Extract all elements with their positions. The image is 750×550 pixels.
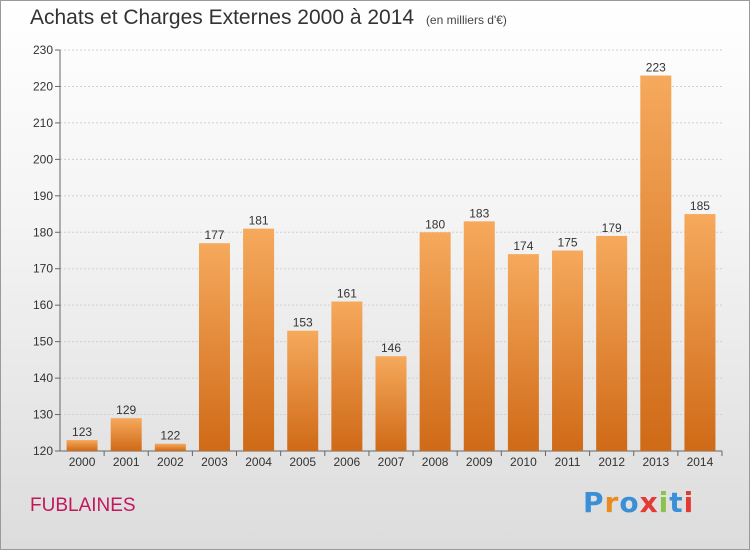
y-tick-label: 120 xyxy=(33,444,53,458)
bar-2006 xyxy=(331,301,363,451)
y-tick-label: 190 xyxy=(33,189,53,203)
x-tick-label-2001: 2001 xyxy=(113,455,140,469)
y-tick-label: 180 xyxy=(33,225,53,239)
y-tick-label: 200 xyxy=(33,152,53,166)
data-label-2002: 122 xyxy=(160,429,180,443)
y-tick-label: 140 xyxy=(33,371,53,385)
bar-2008 xyxy=(419,232,451,451)
data-label-2007: 146 xyxy=(381,341,401,355)
bar-2000 xyxy=(66,440,98,451)
bar-2002 xyxy=(154,443,186,451)
bar-2013 xyxy=(640,75,672,451)
data-label-2003: 177 xyxy=(204,228,224,242)
data-label-2001: 129 xyxy=(116,403,136,417)
data-label-2011: 175 xyxy=(558,236,578,250)
bar-2004 xyxy=(243,228,275,451)
y-tick-label: 130 xyxy=(33,408,53,422)
logo-letter: t xyxy=(669,486,684,519)
logo-letter: x xyxy=(639,486,659,519)
x-tick-label-2003: 2003 xyxy=(201,455,228,469)
x-tick-label-2010: 2010 xyxy=(510,455,537,469)
x-tick-label-2006: 2006 xyxy=(334,455,361,469)
data-label-2004: 181 xyxy=(249,214,269,228)
bar-2011 xyxy=(552,250,584,451)
logo-letter: i xyxy=(658,486,670,519)
x-tick-label-2009: 2009 xyxy=(466,455,493,469)
bar-2009 xyxy=(463,221,495,451)
chart-title: Achats et Charges Externes 2000 à 2014 (… xyxy=(30,6,507,30)
data-label-2012: 179 xyxy=(602,221,622,235)
location-name: FUBLAINES xyxy=(30,495,136,516)
x-tick-label-2013: 2013 xyxy=(642,455,669,469)
x-tick-label-2000: 2000 xyxy=(69,455,96,469)
y-tick-label: 170 xyxy=(33,262,53,276)
data-label-2014: 185 xyxy=(690,199,710,213)
y-tick-label: 230 xyxy=(33,43,53,57)
y-tick-label: 220 xyxy=(33,79,53,93)
labels: 120 130 140 150 160 170 180 190 200 210 220 230 123 2… xyxy=(33,43,714,469)
bar-2001 xyxy=(110,418,142,451)
data-label-2010: 174 xyxy=(513,239,533,253)
logo-letter: o xyxy=(619,486,640,519)
bar-2012 xyxy=(596,235,628,451)
bars xyxy=(66,75,716,451)
data-label-2008: 180 xyxy=(425,217,445,231)
y-tick-label: 150 xyxy=(33,335,53,349)
x-tick-label-2007: 2007 xyxy=(378,455,405,469)
bar-2003 xyxy=(198,243,230,451)
data-label-2013: 223 xyxy=(646,61,666,75)
logo-letter: P xyxy=(583,486,605,519)
bar-2007 xyxy=(375,356,407,451)
x-tick-label-2005: 2005 xyxy=(289,455,316,469)
x-tick-label-2014: 2014 xyxy=(687,455,714,469)
y-tick-label: 160 xyxy=(33,298,53,312)
x-tick-label-2002: 2002 xyxy=(157,455,184,469)
bar-2014 xyxy=(684,214,716,451)
bar-2010 xyxy=(507,254,539,451)
data-label-2006: 161 xyxy=(337,287,357,301)
proxiti-logo: Proxiti xyxy=(583,486,694,519)
logo-letter: r xyxy=(604,486,620,519)
x-tick-label-2008: 2008 xyxy=(422,455,449,469)
y-tick-label: 210 xyxy=(33,116,53,130)
x-tick-label-2012: 2012 xyxy=(598,455,625,469)
logo-letter: i xyxy=(683,486,695,519)
bar-2005 xyxy=(287,330,319,451)
data-label-2000: 123 xyxy=(72,425,92,439)
chart-subtitle: (en milliers d'€) xyxy=(425,13,507,27)
chart-title-text: Achats et Charges Externes 2000 à 2014 xyxy=(30,6,415,29)
x-tick-label-2004: 2004 xyxy=(245,455,272,469)
data-label-2005: 153 xyxy=(293,316,313,330)
data-label-2009: 183 xyxy=(469,206,489,220)
x-tick-label-2011: 2011 xyxy=(555,455,581,469)
